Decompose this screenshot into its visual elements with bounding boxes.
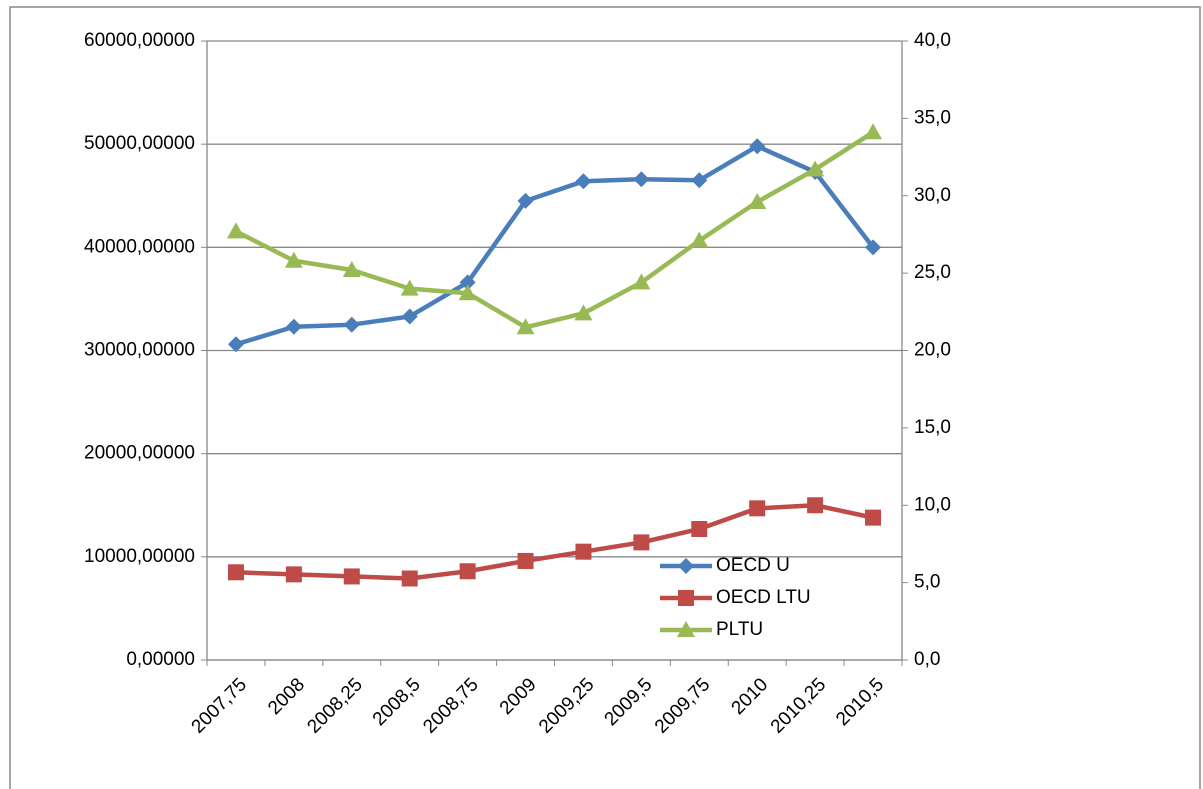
marker — [575, 173, 592, 190]
y-tick-label: 0,00000 — [126, 649, 195, 670]
y-tick-label: 60000,00000 — [84, 30, 195, 51]
marker — [516, 318, 535, 335]
marker — [574, 304, 593, 321]
marker — [459, 563, 476, 580]
marker — [227, 564, 244, 581]
y2-tick-label: 15,0 — [914, 417, 951, 438]
marker — [677, 621, 695, 637]
legend-label: OECD LTU — [716, 587, 811, 608]
marker — [749, 500, 766, 517]
marker — [343, 316, 360, 333]
series-line — [234, 130, 875, 330]
y2-tick-label: 25,0 — [914, 262, 951, 283]
marker — [633, 534, 650, 551]
legend-label: OECD U — [716, 555, 790, 576]
series-line — [235, 503, 874, 581]
marker — [400, 279, 419, 296]
marker — [343, 568, 360, 585]
marker — [401, 308, 418, 325]
marker — [865, 239, 882, 256]
marker — [748, 192, 767, 209]
y2-tick-label: 0,0 — [914, 649, 940, 670]
marker — [284, 251, 303, 268]
y-tick-label: 30000,00000 — [84, 340, 195, 361]
y2-tick-label: 30,0 — [914, 185, 951, 206]
marker — [690, 231, 709, 248]
marker — [749, 138, 766, 155]
y2-tick-label: 35,0 — [914, 107, 951, 128]
marker — [458, 284, 477, 301]
marker — [691, 520, 708, 537]
marker — [575, 543, 592, 560]
y2-tick-label: 20,0 — [914, 340, 951, 361]
y-tick-label: 20000,00000 — [84, 443, 195, 464]
marker — [806, 160, 825, 177]
marker — [227, 336, 244, 353]
chart-frame — [9, 6, 1201, 789]
marker — [864, 123, 883, 140]
series-line — [235, 143, 875, 347]
marker — [226, 222, 245, 239]
y-tick-label: 10000,00000 — [84, 546, 195, 567]
marker — [678, 558, 694, 574]
y2-tick-label: 5,0 — [914, 572, 940, 593]
y-tick-label: 40000,00000 — [84, 236, 195, 257]
y2-tick-label: 40,0 — [914, 30, 951, 51]
marker — [865, 509, 882, 526]
legend-label: PLTU — [716, 619, 763, 640]
marker — [807, 497, 824, 514]
marker — [517, 192, 534, 209]
marker — [401, 570, 418, 587]
marker — [691, 172, 708, 189]
marker — [678, 590, 694, 606]
marker — [285, 318, 302, 335]
marker — [632, 273, 651, 290]
marker — [517, 552, 534, 569]
marker — [633, 171, 650, 188]
marker — [342, 261, 361, 278]
y2-tick-label: 10,0 — [914, 494, 951, 515]
marker — [459, 274, 476, 291]
marker — [285, 566, 302, 583]
y-tick-label: 50000,00000 — [84, 133, 195, 154]
